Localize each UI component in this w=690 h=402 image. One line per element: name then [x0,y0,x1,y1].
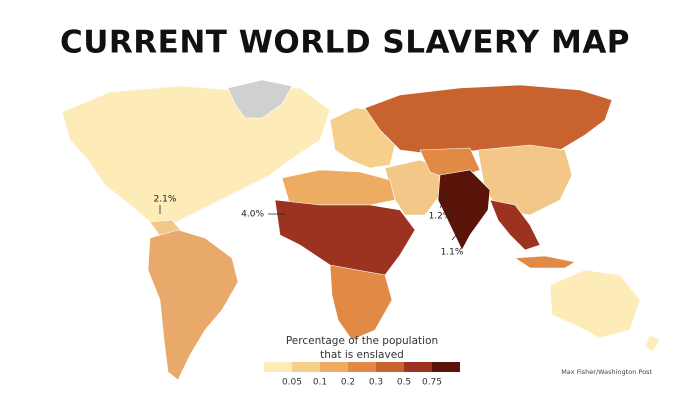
legend-swatch [320,362,348,372]
leader-line [451,227,463,241]
africa-north [281,169,396,206]
legend-tick-label: 0.5 [397,378,411,388]
credit: Max Fisher/Washington Post [561,368,652,376]
world-map [61,79,661,381]
legend-tick-label: 0.2 [341,378,355,388]
china [477,144,573,216]
annotation: 4.0% [241,210,264,220]
legend-tick-label: 0.75 [422,378,442,388]
annotation: 1.2% [429,212,452,222]
indonesia [514,255,576,269]
legend-swatch [376,362,404,372]
south-america [147,229,239,381]
australia [549,269,641,339]
title: CURRENT WORLD SLAVERY MAP [60,25,630,61]
legend-swatch [264,362,292,372]
leader-line [439,191,449,209]
legend-swatch [348,362,376,372]
new-zealand [644,334,661,353]
legend-swatch [432,362,460,372]
legend-swatch [292,362,320,372]
annotation: 1.1% [441,248,464,258]
legend-swatch [404,362,432,372]
europe [329,107,396,169]
greenland [227,79,293,119]
legend-title: Percentage of the population [286,335,438,347]
legend-tick-label: 0.3 [369,378,383,388]
india [437,169,491,251]
africa-central [274,199,416,279]
southeast-asia [489,199,541,251]
legend: 0.05 0.1 0.2 0.3 0.5 0.75 [264,362,460,388]
russia [364,84,613,156]
legend-tick-label: 0.05 [282,378,302,388]
legend-tick-label: 0.1 [313,378,327,388]
africa-south [329,264,393,341]
annotation-leaders [159,191,463,241]
legend-title: that is enslaved [320,349,404,361]
annotation: 2.1% [154,195,177,205]
